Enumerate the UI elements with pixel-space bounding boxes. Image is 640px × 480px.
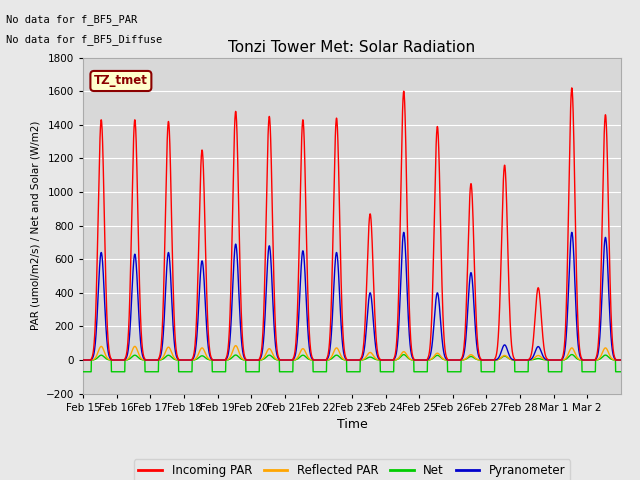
Legend: Incoming PAR, Reflected PAR, Net, Pyranometer: Incoming PAR, Reflected PAR, Net, Pyrano…: [134, 459, 570, 480]
Y-axis label: PAR (umol/m2/s) / Net and Solar (W/m2): PAR (umol/m2/s) / Net and Solar (W/m2): [30, 121, 40, 330]
Title: Tonzi Tower Met: Solar Radiation: Tonzi Tower Met: Solar Radiation: [228, 40, 476, 55]
Text: No data for f_BF5_PAR: No data for f_BF5_PAR: [6, 14, 138, 25]
Text: No data for f_BF5_Diffuse: No data for f_BF5_Diffuse: [6, 34, 163, 45]
Text: TZ_tmet: TZ_tmet: [94, 74, 148, 87]
X-axis label: Time: Time: [337, 418, 367, 431]
